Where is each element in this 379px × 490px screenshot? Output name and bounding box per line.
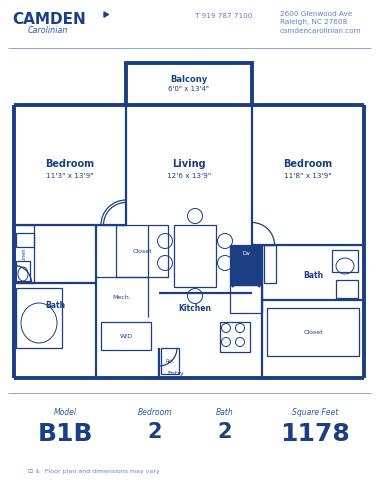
Text: Balcony: Balcony [171, 74, 208, 83]
Text: Bedroom: Bedroom [138, 408, 172, 417]
Bar [264, 245, 276, 283]
Point [102, 10, 108, 18]
Text: Ref.: Ref. [166, 359, 174, 364]
Text: 2: 2 [148, 422, 162, 442]
Text: Linen: Linen [22, 247, 27, 261]
Text: 2: 2 [218, 422, 232, 442]
Text: Closet: Closet [132, 248, 152, 253]
Bar [16, 233, 34, 247]
Text: Living: Living [172, 159, 206, 169]
Text: Bedroom: Bedroom [45, 159, 95, 169]
Bar [14, 225, 34, 283]
Text: Bath: Bath [216, 408, 234, 417]
Text: Bath: Bath [45, 300, 65, 310]
Text: W/D: W/D [119, 334, 133, 339]
Text: 2600 Glenwood Ave: 2600 Glenwood Ave [280, 11, 352, 17]
Text: Kitchen: Kitchen [179, 303, 211, 313]
Text: 11'8" x 13'9": 11'8" x 13'9" [284, 173, 332, 179]
Bar [332, 250, 358, 272]
Text: CAMDEN: CAMDEN [12, 12, 86, 27]
Bar [267, 308, 359, 356]
Text: 6'0" x 13'4": 6'0" x 13'4" [169, 86, 210, 92]
Bar [116, 225, 168, 277]
Text: 11'3" x 13'9": 11'3" x 13'9" [46, 173, 94, 179]
Text: Bedroom: Bedroom [283, 159, 332, 169]
Text: 1178: 1178 [280, 422, 350, 446]
Bar [16, 261, 30, 281]
Text: Carolinian: Carolinian [28, 26, 69, 35]
Text: Dw: Dw [242, 251, 250, 256]
Text: Square Feet: Square Feet [292, 408, 338, 417]
Bar [161, 348, 179, 374]
Text: camdencarolinian.com: camdencarolinian.com [280, 28, 362, 34]
Bar [220, 322, 250, 352]
Text: B1B: B1B [37, 422, 93, 446]
Text: Raleigh, NC 27608: Raleigh, NC 27608 [280, 19, 347, 25]
Text: Closet: Closet [303, 329, 323, 335]
Bar [174, 225, 216, 287]
Text: 12'6 x 13'9": 12'6 x 13'9" [167, 173, 211, 179]
Bar [230, 245, 262, 285]
Text: T 919 787 7100: T 919 787 7100 [195, 13, 252, 19]
Bar [230, 285, 262, 313]
Text: ⊡ ♿  Floor plan and dimensions may vary: ⊡ ♿ Floor plan and dimensions may vary [28, 468, 160, 473]
Text: Mech.: Mech. [113, 294, 132, 299]
Text: Model: Model [53, 408, 77, 417]
Bar [16, 288, 62, 348]
Bar [101, 322, 151, 350]
Text: Bath: Bath [303, 270, 323, 279]
Bar [126, 63, 252, 105]
Bar [336, 280, 358, 298]
Text: Entry: Entry [167, 370, 184, 375]
